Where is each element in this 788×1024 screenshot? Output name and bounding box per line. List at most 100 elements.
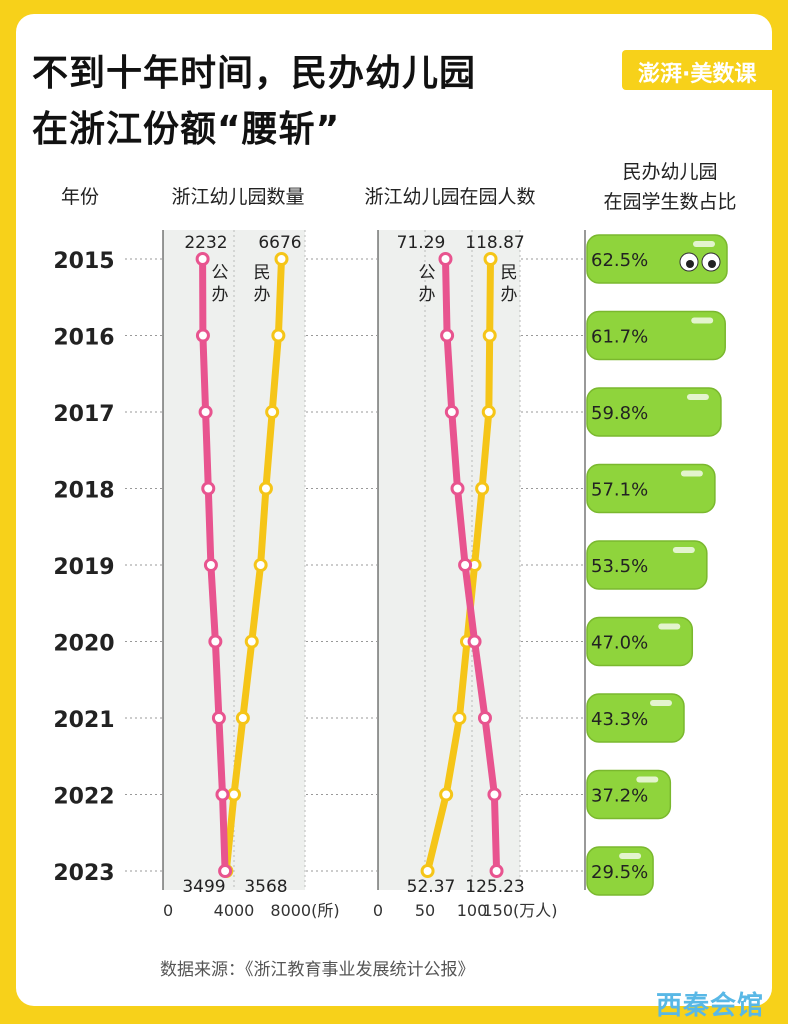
count-private-2015-label: 6676 [258, 233, 301, 253]
count-private-point-2018 [258, 481, 273, 496]
count-private-series-label-2: 办 [254, 285, 271, 305]
share-bar-highlight-2015 [693, 241, 715, 247]
enrollment-private-point-2017 [481, 405, 496, 419]
enrollment-private-series-label-2: 办 [501, 285, 518, 305]
share-bar-highlight-2020 [658, 623, 681, 630]
header-enrollment: 浙江幼儿园在园人数 [364, 186, 535, 208]
eye-pupil-1 [686, 260, 694, 268]
count-private-point-2021 [235, 711, 250, 725]
count-public-point-2016 [195, 328, 210, 343]
year-label-2015: 2015 [53, 249, 114, 274]
enrollment-private-point-2018 [475, 481, 490, 496]
header-share-line-2: 在园学生数占比 [603, 191, 736, 213]
year-label-2017: 2017 [53, 402, 114, 427]
enrollment-public-2015-label: 71.29 [397, 233, 446, 253]
enrollment-public-point-2021 [477, 711, 492, 725]
count-private-series-label-1: 民 [254, 263, 271, 283]
enrollment-public-point-2023 [489, 864, 504, 878]
enrollment-private-2015-label: 118.87 [465, 233, 524, 253]
count-private-point-2016 [271, 328, 286, 343]
data-source: 数据来源：《浙江教育事业发展统计公报》 [160, 960, 475, 980]
enrollment-public-2023-label: 125.23 [465, 877, 524, 897]
enrollment-public-series-label-1: 公 [419, 263, 436, 283]
enrollment-private-point-2015 [483, 252, 498, 266]
enrollment-public-point-2016 [440, 328, 455, 343]
enrollment-public-point-2022 [487, 787, 502, 802]
share-bar-highlight-2022 [636, 776, 659, 783]
enrollment-tick-3: 150(万人) [482, 901, 557, 920]
count-public-point-2018 [201, 481, 216, 496]
count-public-point-2022 [215, 787, 230, 802]
count-public-point-2017 [198, 405, 213, 419]
share-label-2016: 61.7% [591, 327, 648, 348]
header-year: 年份 [61, 186, 99, 208]
share-bar-highlight-2018 [680, 470, 703, 477]
enrollment-public-point-2017 [444, 405, 459, 419]
count-tick-0: 0 [163, 901, 173, 920]
count-private-point-2017 [265, 405, 280, 419]
share-label-2020: 47.0% [591, 633, 648, 654]
count-private-point-2019 [253, 558, 268, 572]
brand-logo-text: 澎湃·美数课 [638, 62, 757, 87]
count-private-point-2020 [244, 634, 259, 649]
share-label-2018: 57.1% [591, 480, 648, 501]
enrollment-tick-0: 0 [373, 901, 383, 920]
count-public-point-2023 [218, 864, 233, 878]
enrollment-private-2023-label: 52.37 [407, 877, 456, 897]
share-label-2023: 29.5% [591, 862, 648, 883]
count-public-2023-label: 3499 [182, 877, 225, 897]
share-bar-2016 [586, 310, 726, 361]
header-kindergarten-count: 浙江幼儿园数量 [171, 186, 304, 208]
enrollment-public-point-2015 [438, 252, 453, 266]
count-private-2023-label: 3568 [244, 877, 287, 897]
share-label-2015: 62.5% [591, 250, 648, 271]
share-label-2017: 59.8% [591, 403, 648, 424]
chart-title-line-1: 不到十年时间，民办幼儿园 [32, 53, 477, 94]
enrollment-private-series-label-1: 民 [501, 263, 518, 283]
count-public-point-2019 [203, 558, 218, 572]
count-tick-2: 8000(所) [270, 901, 339, 920]
count-tick-1: 4000 [214, 901, 255, 920]
chart-title-line-2: 在浙江份额“腰斩” [32, 109, 341, 150]
count-public-series-label-1: 公 [212, 263, 229, 283]
enrollment-tick-2: 100 [457, 901, 488, 920]
enrollment-public-point-2019 [458, 558, 473, 572]
share-bar-highlight-2021 [649, 700, 672, 706]
enrollment-private-point-2023 [420, 864, 435, 878]
enrollment-tick-1: 50 [415, 901, 435, 920]
count-public-point-2021 [211, 711, 226, 725]
year-label-2016: 2016 [53, 326, 114, 351]
count-public-2015-label: 2232 [184, 233, 227, 253]
share-bar-highlight-2017 [686, 394, 709, 400]
year-label-2022: 2022 [53, 785, 114, 810]
share-bar-highlight-2016 [691, 317, 714, 324]
eye-pupil-2 [708, 260, 716, 268]
header-share-line-1: 民办幼儿园 [622, 161, 717, 183]
share-bar-highlight-2023 [619, 853, 642, 859]
count-public-point-2020 [208, 634, 223, 649]
share-label-2021: 43.3% [591, 709, 648, 730]
share-bar-highlight-2019 [672, 547, 695, 553]
watermark: 西秦会馆 [656, 991, 765, 1021]
brand-logo: 澎湃·美数课 [622, 50, 788, 90]
count-public-series-label-2: 办 [212, 285, 229, 305]
count-private-point-2015 [274, 252, 289, 266]
year-label-2018: 2018 [53, 479, 114, 504]
share-label-2022: 37.2% [591, 786, 648, 807]
enrollment-public-point-2020 [467, 634, 482, 649]
count-public-point-2015 [195, 252, 210, 266]
year-label-2019: 2019 [53, 555, 114, 580]
enrollment-private-point-2016 [482, 328, 497, 343]
share-label-2019: 53.5% [591, 556, 648, 577]
enrollment-private-point-2022 [439, 787, 454, 802]
share-bar-2018 [586, 463, 716, 514]
count-private-point-2022 [227, 787, 241, 802]
enrollment-private-point-2021 [452, 711, 467, 725]
enrollment-public-series-label-2: 办 [419, 285, 436, 305]
enrollment-public-point-2018 [450, 481, 465, 496]
year-label-2023: 2023 [53, 861, 114, 886]
year-label-2021: 2021 [53, 708, 114, 733]
year-label-2020: 2020 [53, 632, 114, 657]
share-bar-2017 [586, 387, 722, 437]
